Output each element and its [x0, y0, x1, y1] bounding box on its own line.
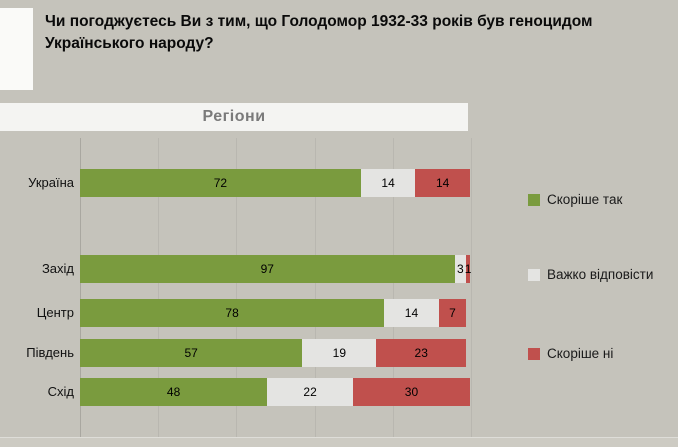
- gridline: [236, 138, 238, 437]
- bar-row: Захід 97 3 1: [0, 255, 678, 283]
- category-label: Захід: [41, 261, 74, 276]
- bar-segment-neutral: 14: [384, 299, 439, 327]
- legend-item-disagree: Скоріше ні: [528, 346, 613, 361]
- bar-segment-disagree: 30: [352, 378, 470, 406]
- bar-segment-neutral: 14: [360, 169, 416, 197]
- legend-swatch-neutral: [528, 268, 540, 281]
- legend-item-neutral: Важко відповісти: [528, 267, 653, 282]
- legend-label-agree: Скоріше так: [547, 192, 623, 207]
- gridline: [471, 138, 472, 437]
- stacked-bar: 78 14 7: [80, 299, 470, 327]
- bar-segment-neutral: 19: [302, 339, 377, 367]
- bottom-band: [0, 437, 678, 447]
- category-label: Схід: [47, 384, 74, 399]
- bar-segment-disagree: 7: [438, 299, 467, 327]
- gridline: [80, 138, 81, 437]
- gridline: [158, 138, 160, 437]
- bar-segment-agree: 48: [80, 378, 268, 406]
- legend-label-disagree: Скоріше ні: [547, 346, 614, 361]
- bar-segment-agree: 97: [80, 255, 455, 283]
- legend-label-neutral: Важко відповісти: [547, 267, 654, 282]
- bar-row: Схід 48 22 30: [0, 378, 678, 406]
- stacked-bar: 57 19 23: [80, 339, 470, 367]
- bar-segment-agree: 57: [80, 339, 303, 367]
- bar-row: Південь 57 19 23: [0, 339, 678, 367]
- stacked-bar: 48 22 30: [80, 378, 470, 406]
- bar-row: Україна 72 14 14: [0, 169, 678, 197]
- gridline: [392, 138, 394, 437]
- legend-swatch-disagree: [528, 347, 540, 360]
- bar-segment-agree: 78: [80, 299, 385, 327]
- legend-swatch-agree: [528, 193, 540, 206]
- bar-segment-disagree: 23: [376, 339, 467, 367]
- bar-segment-neutral: 3: [454, 255, 467, 283]
- bar-segment-agree: 72: [80, 169, 361, 197]
- bar-segment-neutral: 22: [267, 378, 353, 406]
- regions-header-strip: Регіони: [0, 103, 468, 131]
- bar-row: Центр 78 14 7: [0, 299, 678, 327]
- category-label: Україна: [28, 175, 74, 190]
- plot-area: [80, 138, 472, 437]
- category-label: Південь: [26, 345, 74, 360]
- gridline: [314, 138, 316, 437]
- stacked-bar: 97 3 1: [80, 255, 471, 283]
- chart-title: Чи погоджуєтесь Ви з тим, що Голодомор 1…: [45, 13, 593, 52]
- regions-header-label: Регіони: [202, 108, 266, 125]
- legend-item-agree: Скоріше так: [528, 192, 622, 207]
- bar-segment-disagree: 14: [415, 169, 470, 197]
- category-label: Центр: [36, 305, 74, 320]
- stacked-bar: 72 14 14: [80, 169, 470, 197]
- decorative-block: [0, 8, 33, 90]
- bar-segment-disagree: 1: [465, 255, 471, 283]
